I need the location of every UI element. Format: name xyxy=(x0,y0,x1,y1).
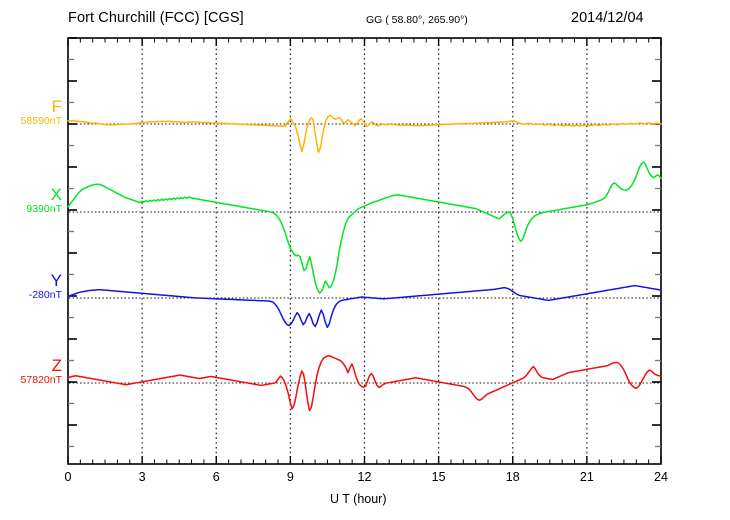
trace-F xyxy=(67,114,662,154)
trace-Y xyxy=(67,284,662,329)
component-baseline-F: 58590nT xyxy=(20,114,62,127)
xtick-label: 12 xyxy=(357,470,372,484)
xtick-label: 24 xyxy=(654,470,668,484)
date-label: 2014/12/04 xyxy=(571,10,644,26)
component-name-Y: Y xyxy=(50,271,62,290)
trace-Z xyxy=(67,355,662,412)
component-name-X: X xyxy=(50,185,62,204)
xtick-label: 15 xyxy=(431,470,446,484)
xtick-label: 3 xyxy=(138,470,146,484)
component-baseline-X: 9390nT xyxy=(26,202,62,215)
xtick-label: 0 xyxy=(64,470,72,484)
component-name-Z: Z xyxy=(51,356,62,375)
x-axis-label: U T (hour) xyxy=(330,492,387,506)
xtick-label: 9 xyxy=(286,470,294,484)
component-label-Y: Y -280nT xyxy=(29,272,62,301)
xtick-label: 6 xyxy=(212,470,220,484)
coordinates-text: GG ( 58.80°, 265.90°) xyxy=(366,14,468,26)
component-label-F: F 58590nT xyxy=(21,98,62,127)
trace-X xyxy=(67,161,662,294)
component-label-Z: Z 57820nT xyxy=(21,357,62,386)
page-title: Fort Churchill (FCC) [CGS] xyxy=(68,10,244,26)
component-label-X: X 9390nT xyxy=(26,186,62,215)
component-baseline-Z: 57820nT xyxy=(20,373,62,386)
component-baseline-Y: -280nT xyxy=(28,288,62,301)
coordinates-label: GG ( 58.80°, 265.90°) xyxy=(366,14,468,26)
xtick-label: 21 xyxy=(579,470,594,484)
component-name-F: F xyxy=(51,97,62,116)
xtick-label: 18 xyxy=(505,470,520,484)
